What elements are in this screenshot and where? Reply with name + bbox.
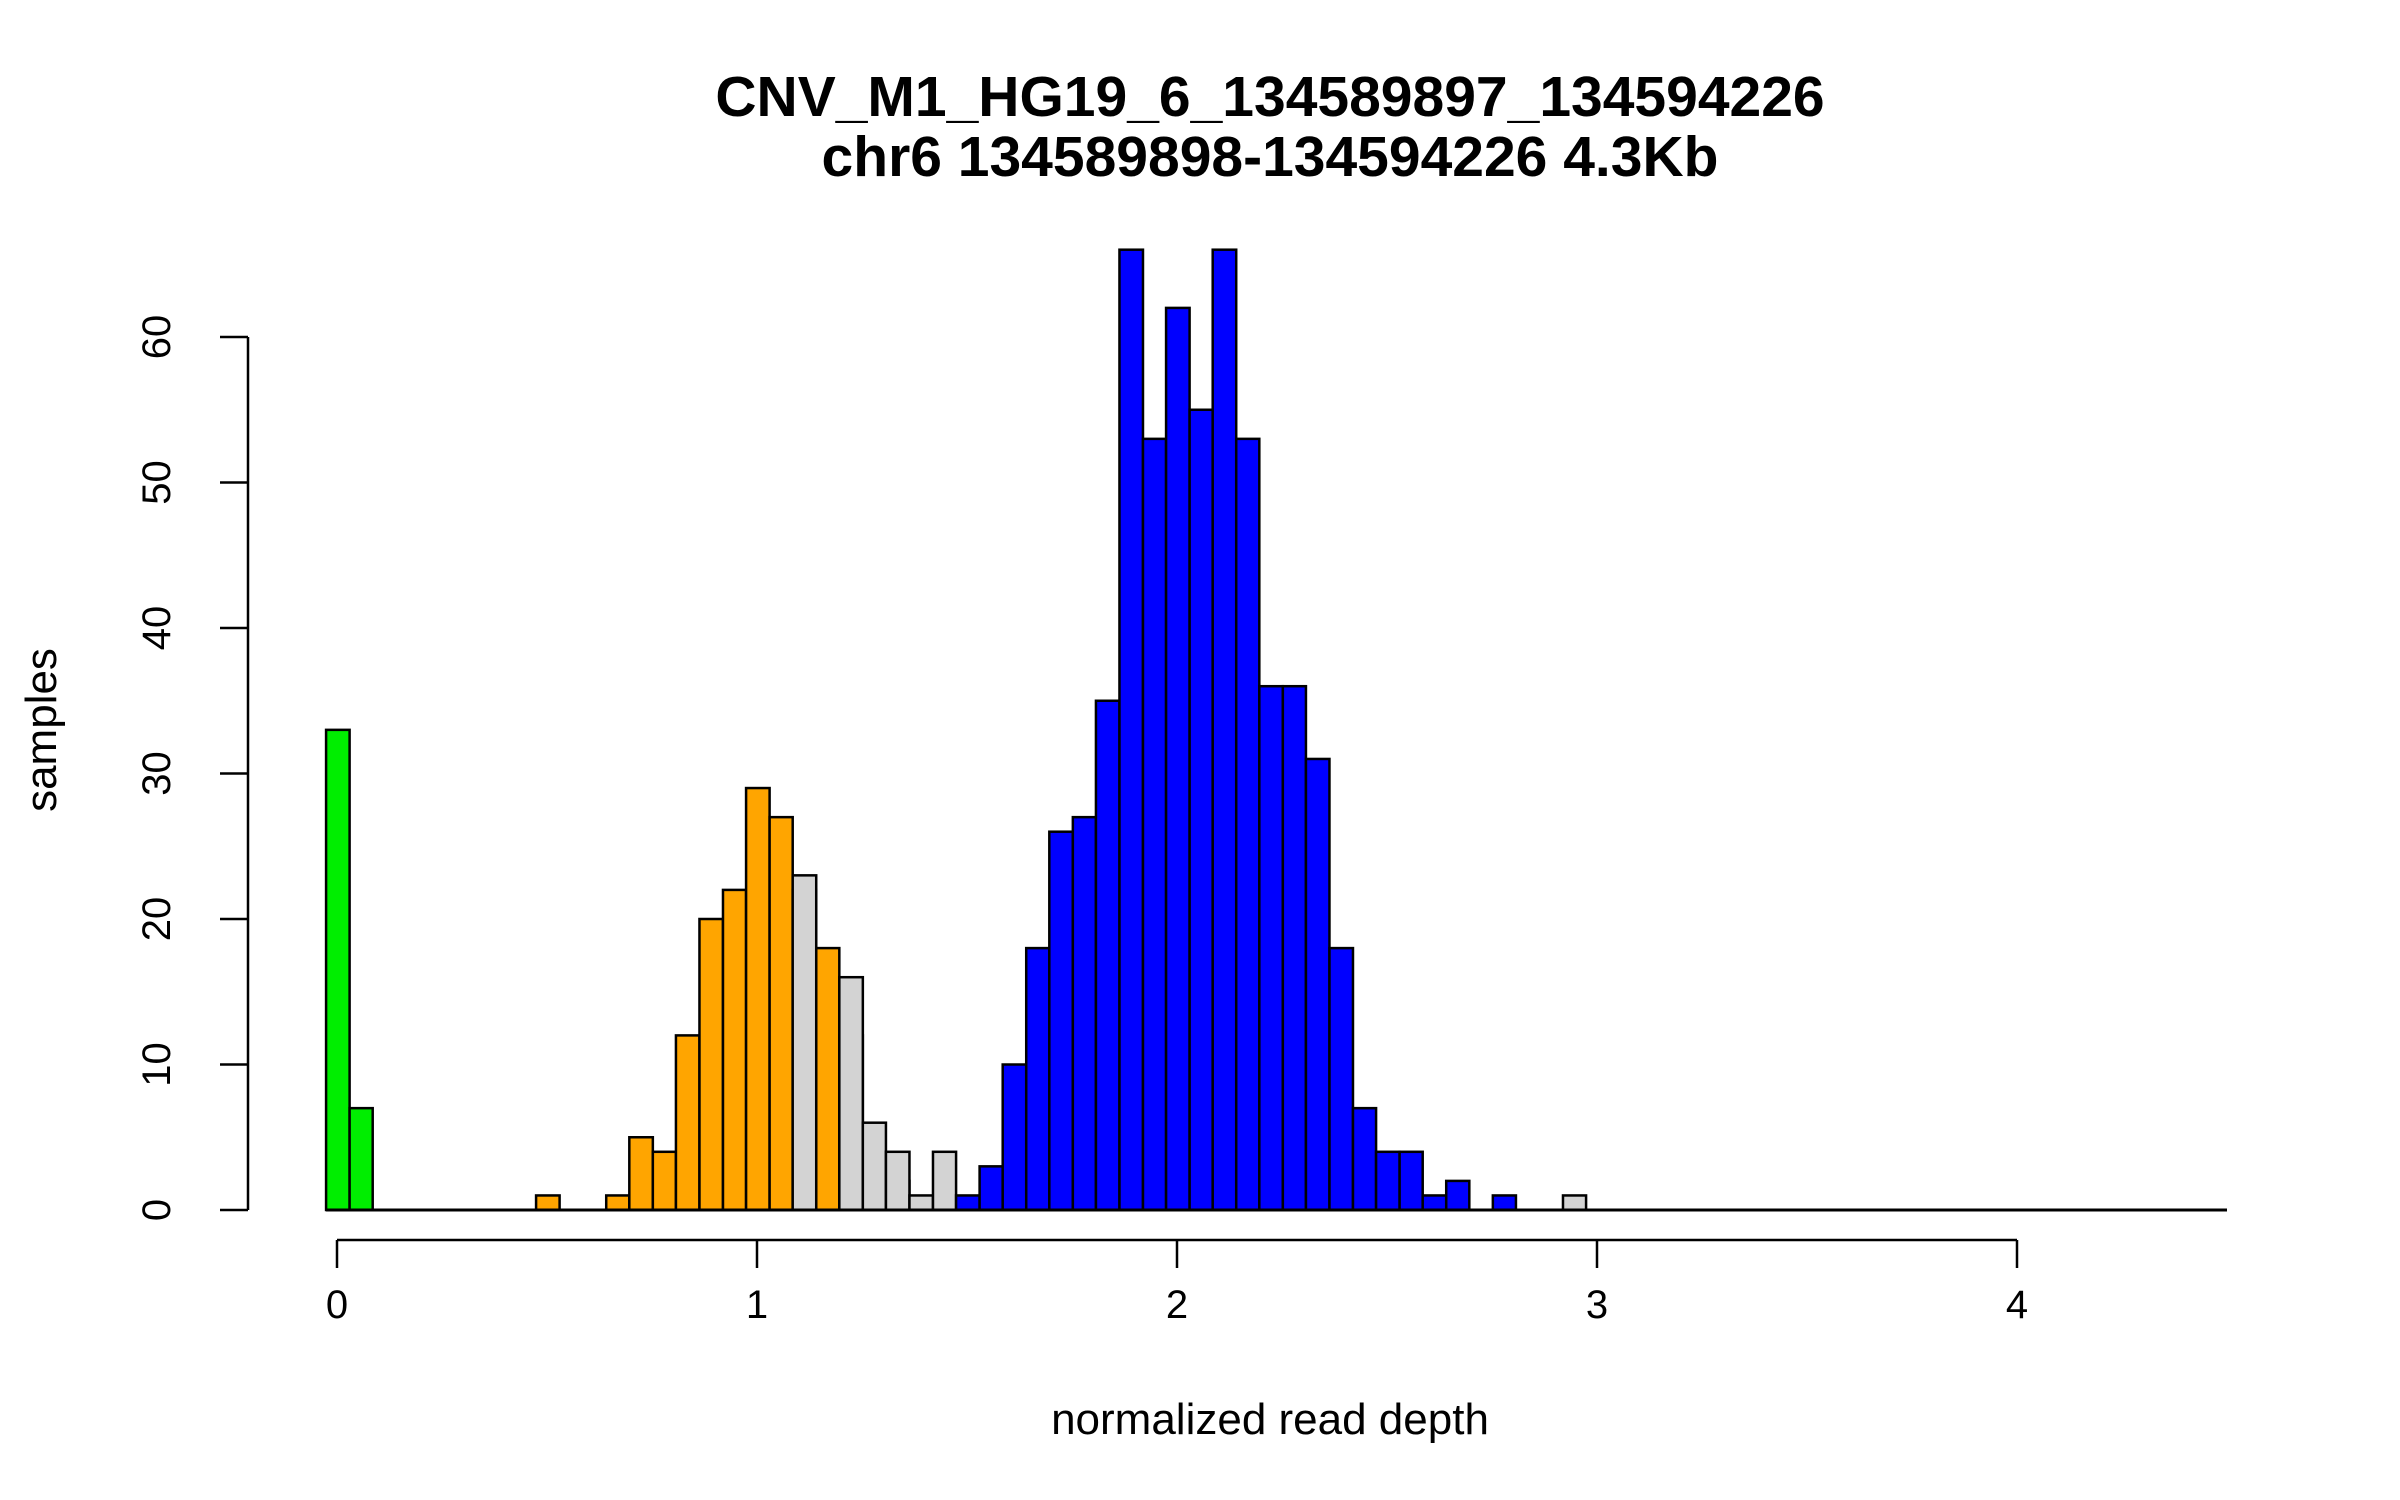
bar-blue-17 <box>1351 1106 1378 1212</box>
bars-layer <box>324 248 2227 1212</box>
bar-grey-3 <box>884 1150 911 1212</box>
y-tick-label: 40 <box>135 606 179 651</box>
bar-orange-1 <box>604 1194 631 1212</box>
x-tick-label: 1 <box>746 1283 768 1327</box>
bar-green-0 <box>324 728 351 1212</box>
bar-blue-0 <box>954 1194 981 1212</box>
bar-blue-14 <box>1281 684 1308 1212</box>
y-axis: 0 10 20 30 40 50 60 <box>135 315 250 1221</box>
bar-orange-0 <box>534 1194 561 1212</box>
bar-grey-1 <box>838 975 865 1212</box>
chart-subtitle: chr6 134589898-134594226 4.3Kb <box>822 125 1719 189</box>
y-tick-label: 20 <box>135 897 179 942</box>
chart-title: CNV_M1_HG19_6_134589897_134594226 <box>715 65 1824 129</box>
bar-blue-11 <box>1211 248 1238 1212</box>
x-tick-label: 2 <box>1166 1283 1188 1327</box>
bar-grey-2 <box>861 1121 888 1212</box>
x-axis: 0 1 2 3 4 <box>326 1238 2028 1327</box>
x-axis-label: normalized read depth <box>1051 1395 1489 1444</box>
bar-orange-2 <box>628 1136 655 1212</box>
bar-blue-13 <box>1258 684 1285 1212</box>
bar-blue-8 <box>1141 437 1168 1212</box>
bar-orange-3 <box>651 1150 678 1212</box>
bar-blue-3 <box>1024 946 1051 1212</box>
bar-blue-1 <box>978 1165 1004 1212</box>
bar-orange-8 <box>768 815 794 1212</box>
y-axis-label: samples <box>17 648 66 812</box>
y-tick-label: 30 <box>135 751 179 796</box>
bar-green-1 <box>348 1106 374 1212</box>
bar-blue-9 <box>1164 306 1191 1212</box>
bar-blue-6 <box>1094 699 1121 1212</box>
bar-orange-7 <box>744 786 771 1212</box>
bar-orange-4 <box>674 1034 701 1212</box>
y-tick-label: 60 <box>135 315 179 360</box>
bar-blue-20 <box>1421 1194 1448 1212</box>
bar-grey-5 <box>931 1150 958 1212</box>
bar-blue-5 <box>1071 815 1098 1212</box>
bar-blue-19 <box>1398 1150 1424 1212</box>
bar-blue-7 <box>1118 248 1145 1212</box>
bar-blue-21 <box>1444 1179 1471 1212</box>
bar-blue-16 <box>1328 946 1355 1212</box>
x-tick-label: 4 <box>2006 1283 2028 1327</box>
bar-blue-18 <box>1374 1150 1401 1212</box>
bar-orange-5 <box>698 917 725 1212</box>
x-tick-label: 3 <box>1586 1283 1608 1327</box>
bar-blue-15 <box>1304 757 1331 1212</box>
bar-blue-4 <box>1048 830 1075 1212</box>
bar-blue-22 <box>1491 1194 1518 1212</box>
bar-blue-10 <box>1188 408 1214 1212</box>
bar-blue-12 <box>1234 437 1261 1212</box>
bar-grey-4 <box>908 1194 935 1212</box>
bar-orange-10 <box>814 946 841 1212</box>
y-tick-label: 50 <box>135 460 179 505</box>
y-tick-label: 0 <box>135 1199 179 1221</box>
bar-blue-2 <box>1001 1063 1028 1212</box>
y-tick-label: 10 <box>135 1042 179 1087</box>
bar-grey-6 <box>1561 1194 1588 1212</box>
bar-orange-6 <box>721 888 748 1212</box>
bar-grey-0 <box>791 874 818 1212</box>
x-tick-label: 0 <box>326 1283 348 1327</box>
